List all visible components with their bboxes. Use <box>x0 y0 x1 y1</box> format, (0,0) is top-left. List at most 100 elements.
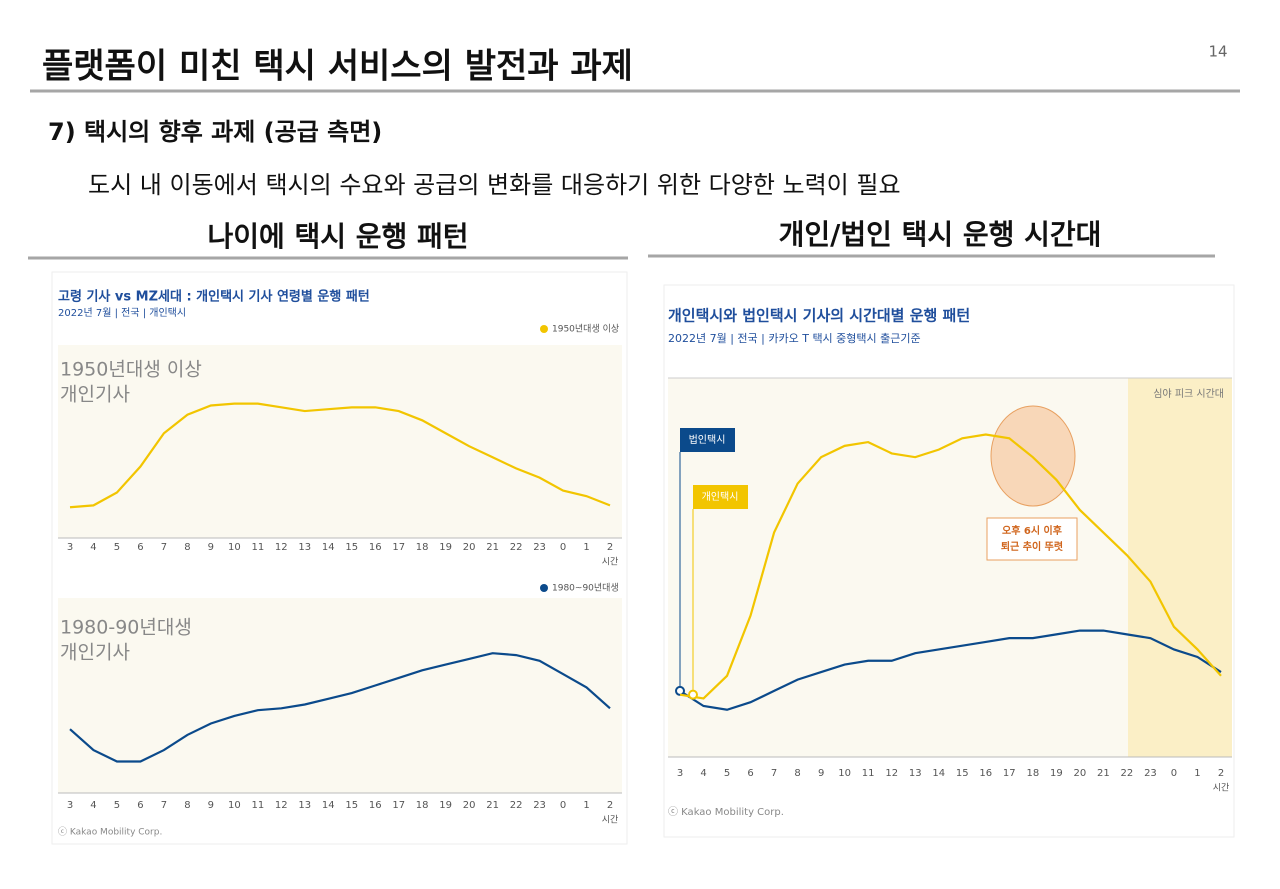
highlight-region <box>1128 378 1232 757</box>
x-tick-label: 6 <box>137 800 143 811</box>
x-tick-label: 8 <box>184 542 190 553</box>
x-tick-label: 5 <box>114 800 120 811</box>
label-box <box>680 428 735 452</box>
x-tick-label: 14 <box>932 768 945 779</box>
right-heading: 개인/법인 택시 운행 시간대 <box>779 218 1102 251</box>
x-tick-label: 13 <box>909 768 922 779</box>
series-line <box>679 433 1222 700</box>
x-tick-label: 13 <box>298 542 311 553</box>
x-tick-label: 11 <box>251 542 264 553</box>
x-tick-label: 1 <box>1194 768 1200 779</box>
x-tick-label: 7 <box>771 768 777 779</box>
x-axis-label: 시간 <box>602 815 619 826</box>
series-label: 개인기사 <box>60 642 130 664</box>
right-source: ⓒ Kakao Mobility Corp. <box>668 806 784 818</box>
x-tick-label: 16 <box>979 768 992 779</box>
left-chart-title: 고령 기사 vs MZ세대 : 개인택시 기사 연령별 운행 패턴 <box>58 289 370 305</box>
x-tick-label: 12 <box>275 542 288 553</box>
section-title: 7) 택시의 향후 과제 (공급 측면) <box>48 118 382 146</box>
legend-marker <box>540 325 548 333</box>
left-source: ⓒ Kakao Mobility Corp. <box>58 827 162 838</box>
x-tick-label: 8 <box>184 800 190 811</box>
x-tick-label: 8 <box>794 768 800 779</box>
series-label: 1980-90년대생 <box>60 617 192 639</box>
x-tick-label: 5 <box>114 542 120 553</box>
x-tick-label: 21 <box>1097 768 1110 779</box>
x-tick-label: 1 <box>583 800 589 811</box>
series-line <box>69 402 611 509</box>
left-heading: 나이에 택시 운행 패턴 <box>207 220 468 253</box>
x-tick-label: 3 <box>67 542 73 553</box>
x-tick-label: 9 <box>208 542 214 553</box>
right-chart-title: 개인택시와 법인택시 기사의 시간대별 운행 패턴 <box>668 307 970 325</box>
x-tick-label: 9 <box>818 768 824 779</box>
x-tick-label: 10 <box>228 542 241 553</box>
x-tick-label: 7 <box>161 542 167 553</box>
x-tick-label: 14 <box>322 800 335 811</box>
highlight-label: 심야 피크 시간대 <box>1153 388 1224 400</box>
x-tick-label: 16 <box>369 800 382 811</box>
x-tick-label: 4 <box>700 768 706 779</box>
legend-label: 1980~90년대생 <box>552 583 619 594</box>
x-tick-label: 0 <box>1171 768 1177 779</box>
x-tick-label: 17 <box>392 800 405 811</box>
x-tick-label: 23 <box>533 800 546 811</box>
x-axis-label: 시간 <box>602 557 619 568</box>
x-tick-label: 9 <box>208 800 214 811</box>
x-tick-label: 5 <box>724 768 730 779</box>
x-tick-label: 19 <box>439 800 452 811</box>
slide-title: 플랫폼이 미친 택시 서비스의 발전과 과제 <box>42 47 633 87</box>
legend-label: 1950년대생 이상 <box>552 324 619 335</box>
x-tick-label: 15 <box>956 768 969 779</box>
x-tick-label: 23 <box>533 542 546 553</box>
x-tick-label: 10 <box>838 768 851 779</box>
series-label: 개인기사 <box>60 384 130 406</box>
x-tick-label: 14 <box>322 542 335 553</box>
x-tick-label: 2 <box>607 800 613 811</box>
x-tick-label: 22 <box>510 542 523 553</box>
x-tick-label: 12 <box>885 768 898 779</box>
x-tick-label: 1 <box>583 542 589 553</box>
x-tick-label: 13 <box>298 800 311 811</box>
x-tick-label: 20 <box>1074 768 1087 779</box>
series-name: 법인택시 <box>689 434 726 446</box>
page-number: 14 <box>1208 43 1227 61</box>
x-tick-label: 6 <box>747 768 753 779</box>
x-tick-label: 6 <box>137 542 143 553</box>
label-box <box>693 485 748 509</box>
start-marker <box>688 689 698 700</box>
x-tick-label: 17 <box>1003 768 1016 779</box>
x-tick-label: 2 <box>1218 768 1224 779</box>
x-tick-label: 22 <box>510 800 523 811</box>
x-tick-label: 10 <box>228 800 241 811</box>
callout-text: 오후 6시 이후 <box>1002 524 1062 537</box>
start-marker <box>675 685 685 696</box>
x-tick-label: 15 <box>345 800 358 811</box>
x-tick-label: 0 <box>560 800 566 811</box>
x-tick-label: 21 <box>486 800 499 811</box>
x-tick-label: 7 <box>161 800 167 811</box>
x-axis-label: 시간 <box>1213 783 1230 794</box>
x-tick-label: 23 <box>1144 768 1157 779</box>
series-label: 1950년대생 이상 <box>60 359 202 381</box>
x-tick-label: 22 <box>1121 768 1134 779</box>
x-tick-label: 4 <box>90 542 96 553</box>
x-tick-label: 19 <box>1050 768 1063 779</box>
x-tick-label: 18 <box>416 800 429 811</box>
left-chart-subtitle: 2022년 7월 | 전국 | 개인택시 <box>58 307 186 319</box>
x-tick-label: 21 <box>486 542 499 553</box>
x-tick-label: 12 <box>275 800 288 811</box>
x-tick-label: 2 <box>607 542 613 553</box>
plot-background <box>58 345 622 538</box>
x-tick-label: 16 <box>369 542 382 553</box>
callout-text: 퇴근 추이 뚜렷 <box>1001 540 1063 553</box>
series-name: 개인택시 <box>702 491 739 503</box>
right-chart-subtitle: 2022년 7월 | 전국 | 카카오 T 택시 중형택시 출근기준 <box>668 332 921 345</box>
x-tick-label: 18 <box>1026 768 1039 779</box>
summary: 도시 내 이동에서 택시의 수요와 공급의 변화를 대응하기 위한 다양한 노력… <box>88 171 901 199</box>
x-tick-label: 20 <box>463 800 476 811</box>
x-tick-label: 0 <box>560 542 566 553</box>
x-tick-label: 19 <box>439 542 452 553</box>
